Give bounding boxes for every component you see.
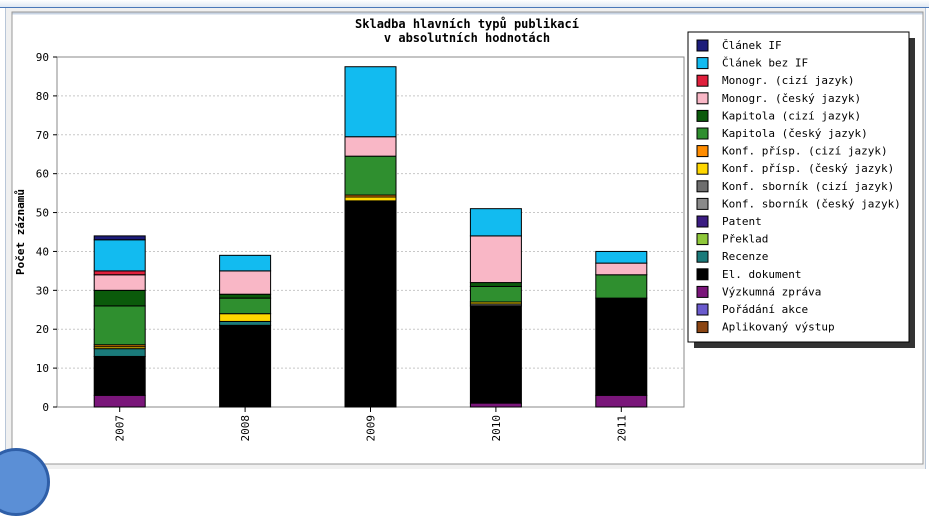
legend-label: Konf. přísp. (cizí jazyk) <box>722 145 888 158</box>
bar-segment-2009-2 <box>344 66 397 138</box>
legend-label: Kapitola (český jazyk) <box>722 127 868 140</box>
legend-label: El. dokument <box>722 268 801 281</box>
y-tick-label: 50 <box>36 207 49 220</box>
legend-swatch <box>696 162 709 175</box>
legend-swatch <box>696 215 709 228</box>
y-tick-label: 80 <box>36 90 49 103</box>
legend-label: Recenze <box>722 250 768 263</box>
bar-segment-2009-6 <box>344 155 397 196</box>
bar-segment-2007-13 <box>93 348 146 357</box>
legend-swatch <box>696 250 709 263</box>
y-tick-label: 10 <box>36 362 49 375</box>
x-tick-label: 2009 <box>365 415 378 442</box>
legend-swatch <box>696 233 709 246</box>
bar-segment-2007-3 <box>93 270 146 276</box>
legend-label: Výzkumná zpráva <box>722 285 821 298</box>
legend: Článek IF Článek bez IF Monogr. (cizí jazy… <box>687 31 915 348</box>
x-tick-label: 2007 <box>114 415 127 442</box>
legend-label: Patent <box>722 215 762 228</box>
bar-segment-2007-14 <box>93 355 146 396</box>
legend-swatch <box>696 197 709 210</box>
x-tick-label: 2008 <box>239 415 252 442</box>
window-top-border <box>0 0 929 8</box>
bar-segment-2008-5 <box>219 293 272 299</box>
bar-segment-2007-4 <box>93 274 146 291</box>
bar-segment-2009-8 <box>344 196 397 202</box>
legend-label: Konf. sborník (český jazyk) <box>722 197 901 210</box>
x-tick-label: 2010 <box>490 415 503 442</box>
legend-label: Pořádání akce <box>722 303 808 316</box>
bar-segment-2010-6 <box>469 285 522 303</box>
bar-segment-2007-1 <box>93 235 146 241</box>
x-axis: 2007 2008 2009 2010 2011 <box>114 407 628 442</box>
window-left-border <box>0 8 6 469</box>
y-axis-label: Počet záznamů <box>14 189 27 275</box>
legend-swatch <box>696 321 709 334</box>
bar-segment-2010-4 <box>469 235 522 284</box>
chart-title: Skladba hlavních typů publikací <box>355 17 579 31</box>
bar-segment-2008-8 <box>219 313 272 322</box>
legend-label: Monogr. (cizí jazyk) <box>722 74 854 87</box>
legend-swatch <box>696 145 709 158</box>
bar-segment-2008-13 <box>219 320 272 326</box>
bar-segment-2007-15 <box>93 394 146 408</box>
legend-swatch <box>696 127 709 140</box>
y-tick-label: 20 <box>36 323 49 336</box>
y-tick-label: 30 <box>36 284 49 297</box>
bar-segment-2010-2 <box>469 208 522 237</box>
legend-label: Konf. sborník (cizí jazyk) <box>722 180 894 193</box>
bar-segment-2011-14 <box>595 297 648 396</box>
legend-swatch <box>696 92 709 105</box>
bar-segment-2008-6 <box>219 297 272 315</box>
window-right-border <box>925 8 929 469</box>
legend-swatch <box>696 303 709 316</box>
legend-label: Překlad <box>722 233 768 246</box>
bar-segment-2007-5 <box>93 289 146 307</box>
legend-label: Aplikovaný výstup <box>722 321 835 334</box>
bar-segment-2011-6 <box>595 274 648 299</box>
bar-segment-2011-2 <box>595 250 648 264</box>
y-tick-label: 60 <box>36 168 49 181</box>
legend-box <box>687 31 910 343</box>
y-tick-label: 40 <box>36 245 49 258</box>
legend-swatch <box>696 74 709 87</box>
bar-segment-2011-4 <box>595 262 648 276</box>
y-tick-label: 0 <box>42 401 49 414</box>
bars-group <box>93 66 648 408</box>
chart-top-strip <box>12 12 923 15</box>
bar-segment-2008-14 <box>219 324 272 408</box>
legend-label: Konf. přísp. (český jazyk) <box>722 162 894 175</box>
y-tick-label: 70 <box>36 129 49 142</box>
legend-swatch <box>696 285 709 298</box>
legend-label: Článek bez IF <box>722 57 808 70</box>
legend-label: Monogr. (český jazyk) <box>722 92 861 105</box>
legend-swatch <box>696 268 709 281</box>
bar-segment-2009-4 <box>344 136 397 157</box>
bar-segment-2009-14 <box>344 200 397 408</box>
bar-segment-2010-15 <box>469 402 522 408</box>
bar-segment-2010-14 <box>469 305 522 404</box>
bar-segment-2007-2 <box>93 239 146 272</box>
legend-label: Článek IF <box>722 39 782 52</box>
legend-swatch <box>696 180 709 193</box>
bar-segment-2007-6 <box>93 305 146 346</box>
bar-segment-2010-5 <box>469 282 522 287</box>
legend-swatch <box>696 109 709 122</box>
stacked-bar-chart: Skladba hlavních typů publikací v absolu… <box>11 11 924 465</box>
chart-subtitle: v absolutních hodnotách <box>384 31 550 45</box>
legend-swatch <box>696 57 709 70</box>
x-tick-label: 2011 <box>615 415 628 442</box>
bar-segment-2008-2 <box>219 254 272 272</box>
legend-label: Kapitola (cizí jazyk) <box>722 109 861 122</box>
legend-items: Článek IF Článek bez IF Monogr. (cizí jazy… <box>696 39 901 334</box>
y-tick-label: 90 <box>36 51 49 64</box>
bar-segment-2011-15 <box>595 394 648 408</box>
legend-swatch <box>696 39 709 52</box>
bar-segment-2008-4 <box>219 270 272 295</box>
y-axis: 0 10 20 30 40 50 60 70 80 90 <box>36 51 57 414</box>
